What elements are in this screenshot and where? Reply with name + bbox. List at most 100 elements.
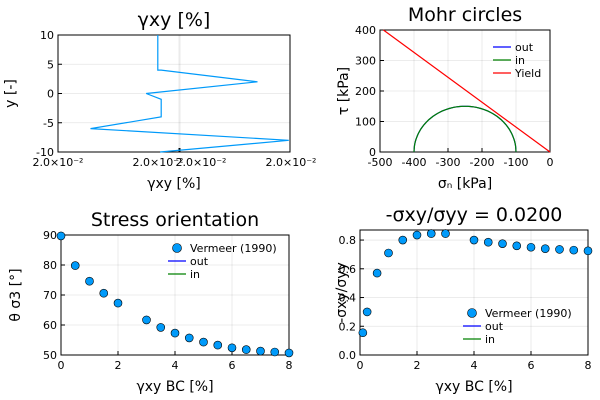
panel1-title: γxy [%] — [138, 9, 211, 31]
panel2-out-circle — [413, 105, 517, 153]
panel2-frame — [379, 29, 551, 153]
panel2-x-tick-label: -500 — [368, 156, 393, 169]
panel4-legend-label: in — [485, 333, 495, 346]
panel3-data-point — [284, 348, 294, 358]
panel4-data-point — [358, 328, 368, 338]
panel1-x-tick-label: 2.0×10⁻² — [133, 156, 184, 169]
panel3-data-point — [241, 345, 251, 354]
panel3-data-point — [199, 337, 208, 347]
panel3-x-tick-label: 2 — [115, 359, 122, 372]
panel3-y-tick-label: 60 — [43, 319, 57, 332]
panel2-legend-label: out — [515, 41, 534, 54]
panel3-data-point — [270, 347, 280, 357]
panel4-y-tick-label: 0.4 — [339, 292, 357, 305]
panel3-y-tick-label: 80 — [43, 259, 57, 272]
panel3-data-point — [256, 346, 265, 356]
panel3-data-point — [70, 261, 80, 270]
panel4-x-tick-label: 4 — [471, 359, 478, 372]
panel4-x-tick-label: 2 — [414, 359, 421, 372]
panel4-data-point — [483, 237, 493, 247]
panel2-y-tick-label: 400 — [355, 24, 376, 37]
panel3-data-point — [99, 288, 109, 298]
panel3-y-axis-label: θ σ3 [°] — [8, 268, 24, 321]
panel1-series-line — [90, 35, 289, 153]
panel2-legend-label: in — [515, 54, 525, 67]
panel3-frame — [60, 234, 290, 356]
panel2-x-tick-label: 0 — [547, 156, 554, 169]
panel4-legend-label: out — [485, 320, 504, 333]
panel3-title: Stress orientation — [91, 209, 259, 231]
panel4-x-axis-label: γxy BC [%] — [435, 379, 512, 395]
panel4-data-point — [569, 245, 579, 255]
panel1-y-tick-label: 5 — [47, 58, 54, 71]
panel3-data-point — [56, 231, 66, 241]
panel3-x-axis-label: γxy BC [%] — [136, 379, 213, 395]
panel4-y-axis-label: -σxy/σyy — [334, 262, 350, 323]
panel4-data-point — [526, 242, 536, 252]
panel2-x-tick-label: -300 — [436, 156, 461, 169]
panel2-title: Mohr circles — [408, 4, 522, 26]
panel3-legend-label: Vermeer (1990) — [190, 242, 277, 255]
panel4-data-point — [372, 268, 382, 278]
panel3-y-tick-label: 50 — [43, 349, 57, 362]
panel4-data-point — [469, 235, 479, 245]
panel2-legend-label: Yield — [514, 67, 541, 80]
panel2-y-tick-label: 200 — [355, 85, 376, 98]
panel2-y-tick-label: 100 — [355, 116, 376, 129]
panel4-legend-label: Vermeer (1990) — [485, 307, 572, 320]
panel4-y-tick-label: 0.6 — [339, 263, 357, 276]
panel4-data-point — [441, 229, 450, 238]
panel4-x-tick-label: 8 — [585, 359, 592, 372]
panel3-data-point — [85, 276, 94, 286]
panel4-data-point — [512, 241, 522, 251]
panel3-data-point — [156, 323, 166, 332]
panel2-yield-line — [383, 29, 551, 153]
panel4-data-point — [384, 248, 393, 258]
panel2-x-tick-label: -200 — [470, 156, 495, 169]
panel4-x-tick-label: 0 — [357, 359, 364, 372]
panel2-y-tick-label: 0 — [369, 146, 376, 159]
panel2-x-tick-label: -400 — [402, 156, 427, 169]
panel1-x-tick-label: 2.0×10⁻² — [266, 156, 317, 169]
panel3-y-tick-label: 70 — [43, 289, 57, 302]
panel4-data-point — [498, 239, 507, 248]
panel3-x-tick-label: 4 — [172, 359, 179, 372]
panel2-in-circle — [413, 105, 517, 153]
panel4-data-point — [540, 244, 550, 253]
panel3-x-tick-label: 8 — [286, 359, 293, 372]
panel3-legend-label: out — [190, 255, 209, 268]
panel1-y-tick-label: 0 — [47, 88, 54, 101]
panel2-y-axis-label: τ [kPa] — [336, 67, 352, 115]
panel4-frame — [359, 229, 589, 356]
panel4-y-tick-label: 0.2 — [339, 320, 357, 333]
panel3-data-point — [113, 298, 123, 308]
panel1-x-axis-label: γxy [%] — [147, 176, 201, 192]
panel2-y-tick-label: 300 — [355, 55, 376, 68]
panel1-x-tick-label: 2.0×10⁻² — [176, 156, 227, 169]
panel4-data-point — [426, 229, 436, 238]
panel3-data-point — [184, 333, 194, 343]
panel4-data-point — [555, 245, 564, 254]
panel2-x-axis-label: σₙ [kPa] — [438, 176, 492, 192]
panel1-y-tick-label: 10 — [40, 29, 54, 42]
panel4-y-tick-label: 0.8 — [339, 234, 357, 247]
panel4-x-tick-label: 6 — [528, 359, 535, 372]
panel4-data-point — [583, 246, 593, 256]
panel3-legend-marker — [172, 243, 182, 253]
panel3-data-point — [142, 315, 151, 325]
panel4-legend-marker — [467, 308, 477, 318]
panel4-data-point — [362, 307, 372, 317]
panel3-x-tick-label: 6 — [229, 359, 236, 372]
panel4-y-tick-label: 0.0 — [339, 349, 357, 362]
panel3-data-point — [170, 328, 180, 338]
panel1-frame — [57, 34, 291, 153]
panel1-y-tick-label: -5 — [43, 117, 54, 130]
panel4-data-point — [412, 230, 422, 240]
panel3-y-tick-label: 90 — [43, 229, 57, 242]
panel3-legend-label: in — [190, 268, 200, 281]
panel1-y-axis-label: y [-] — [3, 79, 19, 108]
panel4-title: -σxy/σyy = 0.0200 — [386, 204, 563, 226]
panel2-x-tick-label: -100 — [504, 156, 529, 169]
panel4-data-point — [398, 235, 408, 245]
